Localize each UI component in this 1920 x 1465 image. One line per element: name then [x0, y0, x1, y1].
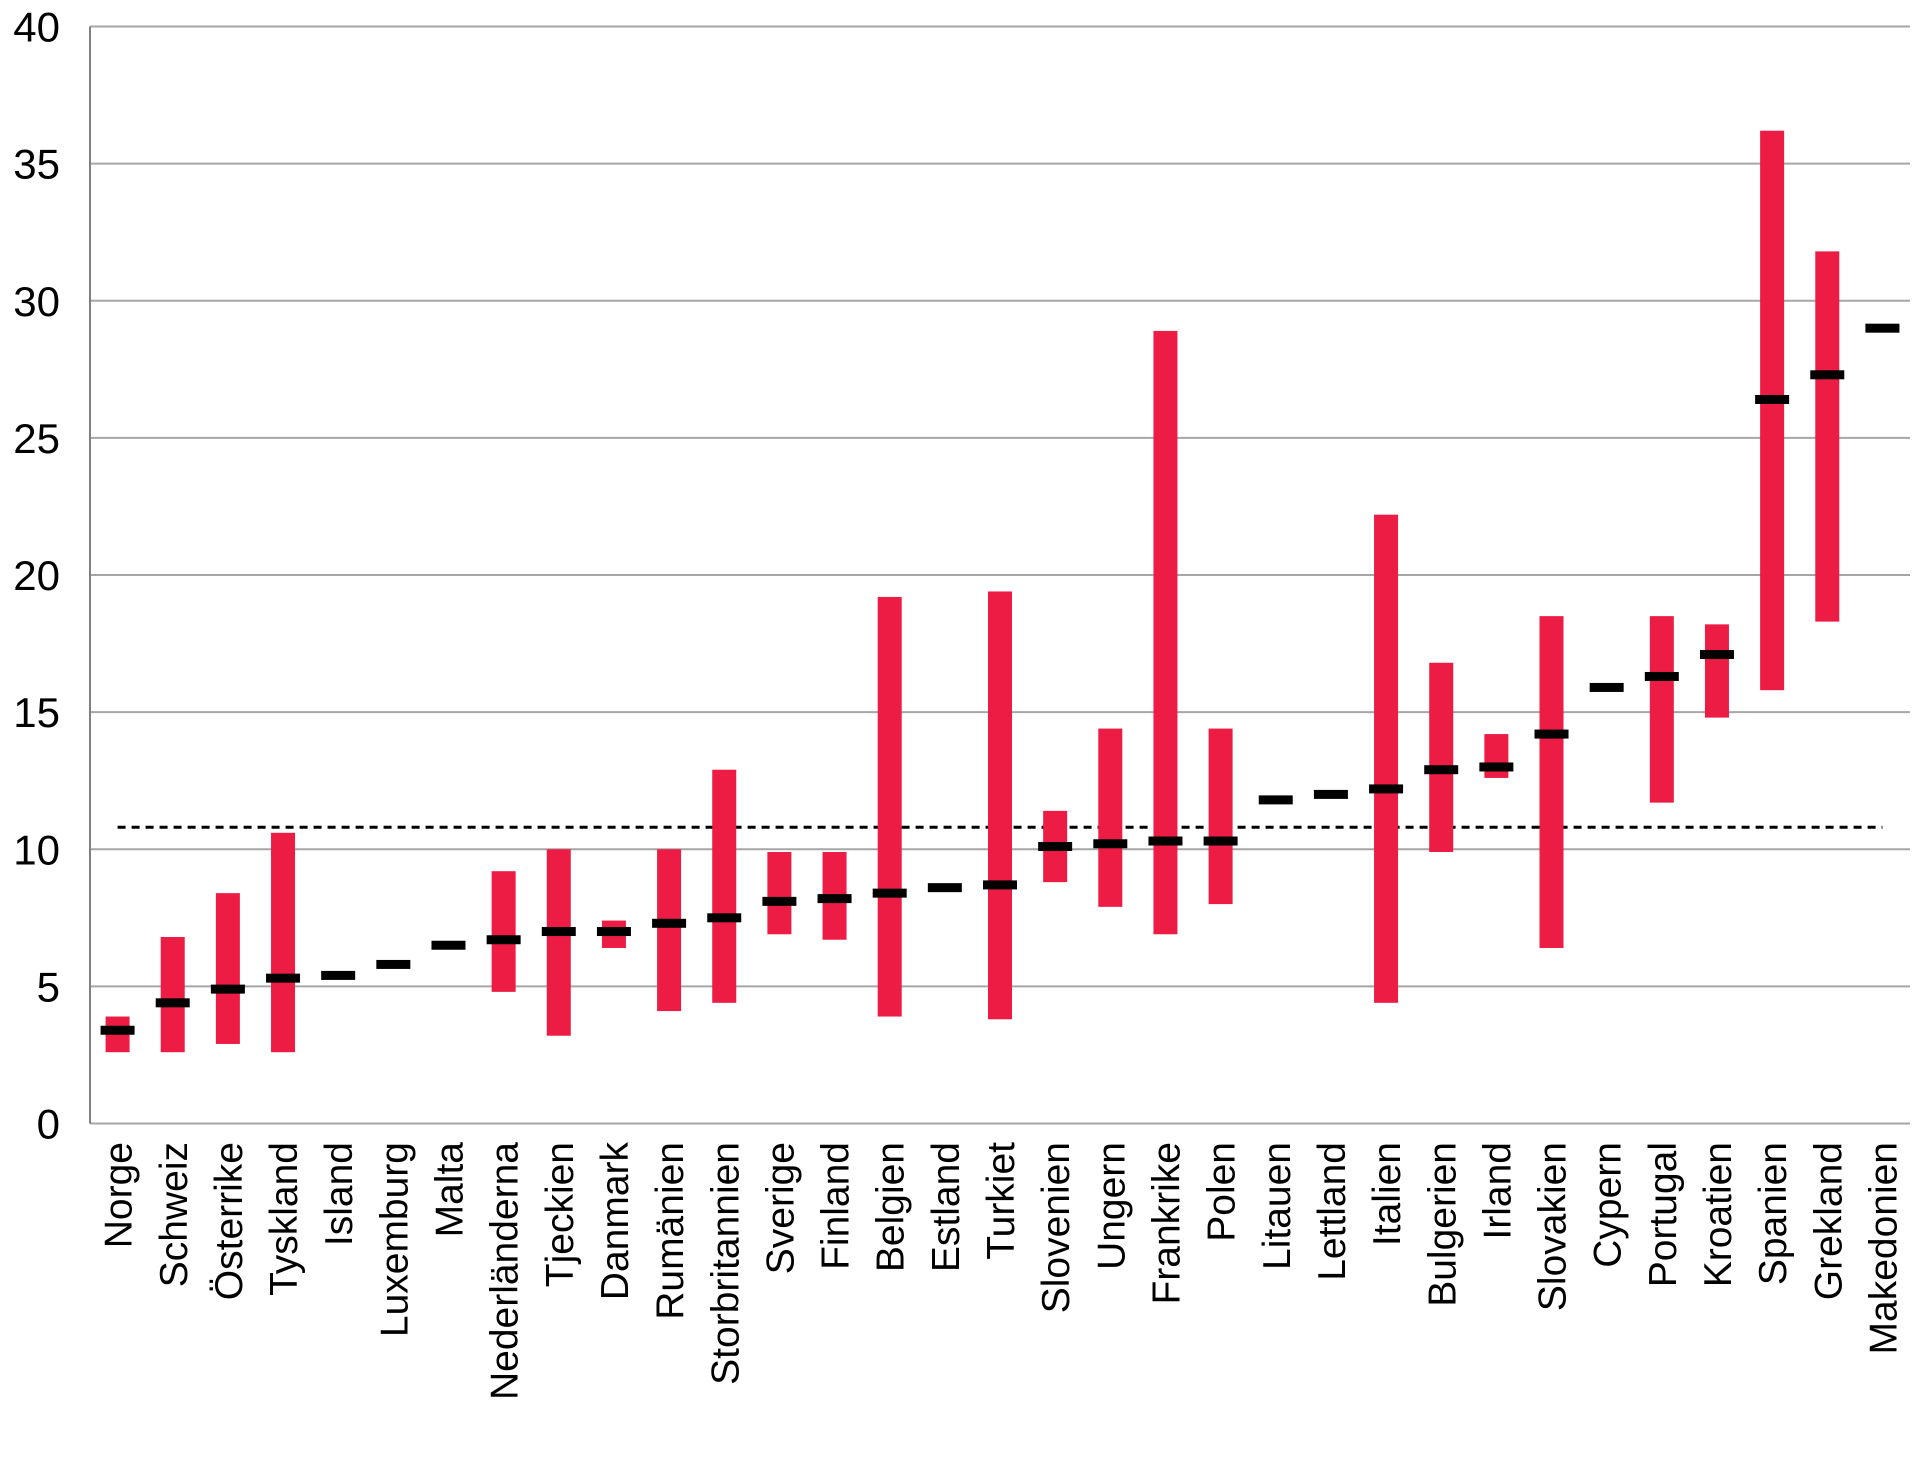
range-bar-kroatien	[1704, 624, 1729, 718]
range-bar-storbritannien	[712, 769, 737, 1003]
x-axis-country-label: Island	[318, 1142, 361, 1246]
median-dash-estland	[927, 883, 962, 893]
median-dash-storbritannien	[707, 913, 742, 923]
y-axis-tick-label: 25	[13, 415, 60, 462]
range-bar-italien	[1374, 514, 1399, 1003]
median-dash-italien	[1369, 784, 1404, 794]
x-axis-country-label: Luxemburg	[373, 1142, 416, 1337]
x-axis-country-label: Portugal	[1642, 1142, 1685, 1287]
median-dash-slovakien	[1534, 729, 1569, 739]
median-dash-island	[321, 970, 356, 980]
y-axis-tick-label: 10	[13, 826, 60, 873]
x-axis-country-label: Norge	[98, 1142, 141, 1248]
y-axis-tick-label: 15	[13, 689, 60, 736]
median-dash-slovenien	[1038, 842, 1073, 852]
x-axis-country-label: Litauen	[1256, 1142, 1299, 1270]
range-bar-bulgerien	[1429, 662, 1454, 852]
median-dash-österrike	[210, 984, 245, 994]
x-axis-country-label: Slovakien	[1532, 1142, 1575, 1311]
x-axis-country-label: Grekland	[1807, 1142, 1850, 1300]
x-axis-country-label: Danmark	[594, 1142, 637, 1301]
median-dash-nederländerna	[486, 935, 521, 945]
median-dash-cypern	[1589, 682, 1624, 692]
x-axis-country-label: Polen	[1201, 1142, 1244, 1242]
x-axis-country-label: Frankrike	[1145, 1142, 1188, 1305]
range-bar-grekland	[1815, 251, 1840, 622]
median-dash-polen	[1203, 836, 1238, 846]
median-dash-ungern	[1093, 839, 1128, 849]
x-axis-country-label: Rumänien	[649, 1142, 692, 1320]
median-dash-norge	[100, 1025, 135, 1035]
median-dash-belgien	[872, 888, 907, 898]
range-bar-ungern	[1098, 728, 1123, 907]
range-bar-nederländerna	[491, 871, 516, 992]
median-dash-bulgerien	[1424, 765, 1459, 775]
x-axis-country-label: Tjeckien	[539, 1142, 582, 1287]
y-axis-tick-label: 20	[13, 552, 60, 599]
range-bar-tjeckien	[546, 849, 571, 1036]
x-axis-country-label: Bulgerien	[1421, 1142, 1464, 1307]
range-bar-frankrike	[1153, 330, 1178, 935]
range-bar-slovakien	[1539, 616, 1564, 948]
range-bar-polen	[1208, 728, 1233, 905]
median-dash-kroatien	[1699, 650, 1734, 660]
x-axis-country-label: Kroatien	[1697, 1142, 1740, 1287]
x-axis-country-label: Irland	[1476, 1142, 1519, 1240]
median-dash-tjeckien	[541, 927, 576, 937]
x-axis-country-label: Belgien	[870, 1142, 913, 1272]
x-axis-country-label: Slovenien	[1035, 1142, 1078, 1313]
median-dash-finland	[817, 894, 852, 904]
median-dash-grekland	[1810, 370, 1845, 380]
median-dash-danmark	[596, 927, 631, 937]
x-axis-country-label: Finland	[815, 1142, 858, 1270]
median-dash-rumänien	[652, 918, 687, 928]
x-axis-country-label: Turkiet	[980, 1142, 1023, 1260]
range-bar-spanien	[1760, 130, 1785, 691]
x-axis-country-label: Österrike	[208, 1142, 251, 1300]
x-axis-country-label: Malta	[429, 1142, 472, 1238]
range-bar-portugal	[1649, 616, 1674, 803]
median-dash-malta	[431, 940, 466, 950]
median-dash-lettland	[1313, 789, 1348, 799]
median-dash-makedonien	[1865, 323, 1900, 333]
median-dash-turkiet	[983, 880, 1017, 890]
x-axis-country-label: Italien	[1366, 1142, 1409, 1246]
range-bar-rumänien	[657, 849, 682, 1012]
median-dash-tyskland	[266, 973, 301, 983]
range-bar-österrike	[215, 893, 240, 1044]
median-dash-schweiz	[155, 998, 190, 1008]
y-axis-tick-label: 40	[13, 4, 60, 51]
range-bar-belgien	[877, 596, 902, 1017]
median-dash-luxemburg	[376, 959, 411, 969]
median-dash-portugal	[1644, 671, 1679, 681]
x-axis-country-label: Lettland	[1311, 1142, 1354, 1281]
median-dash-litauen	[1258, 795, 1293, 805]
range-bar-turkiet	[988, 591, 1012, 1020]
median-dash-spanien	[1755, 394, 1790, 404]
x-axis-country-label: Storbritannien	[704, 1142, 747, 1385]
y-axis-tick-label: 5	[37, 963, 60, 1010]
range-bar-sverige	[767, 851, 792, 935]
y-axis-tick-label: 0	[37, 1101, 60, 1148]
range-bar-schweiz	[160, 937, 185, 1053]
range-bar-tyskland	[271, 832, 296, 1053]
x-axis-country-label: Makedonien	[1862, 1142, 1905, 1354]
median-dash-irland	[1479, 762, 1514, 772]
x-axis-country-label: Schweiz	[153, 1142, 196, 1287]
y-axis-tick-label: 35	[13, 141, 60, 188]
x-axis-country-label: Estland	[925, 1142, 968, 1272]
x-axis-country-label: Cypern	[1587, 1142, 1630, 1268]
x-axis-country-label: Sverige	[759, 1142, 802, 1274]
median-dash-frankrike	[1148, 836, 1183, 846]
x-axis-country-label: Tyskland	[263, 1142, 306, 1296]
y-axis-tick-label: 30	[13, 278, 60, 325]
x-axis-country-label: Nederländerna	[484, 1142, 527, 1400]
x-axis-country-label: Ungern	[1090, 1142, 1133, 1270]
x-axis-country-label: Spanien	[1752, 1142, 1795, 1285]
median-dash-sverige	[762, 896, 797, 906]
